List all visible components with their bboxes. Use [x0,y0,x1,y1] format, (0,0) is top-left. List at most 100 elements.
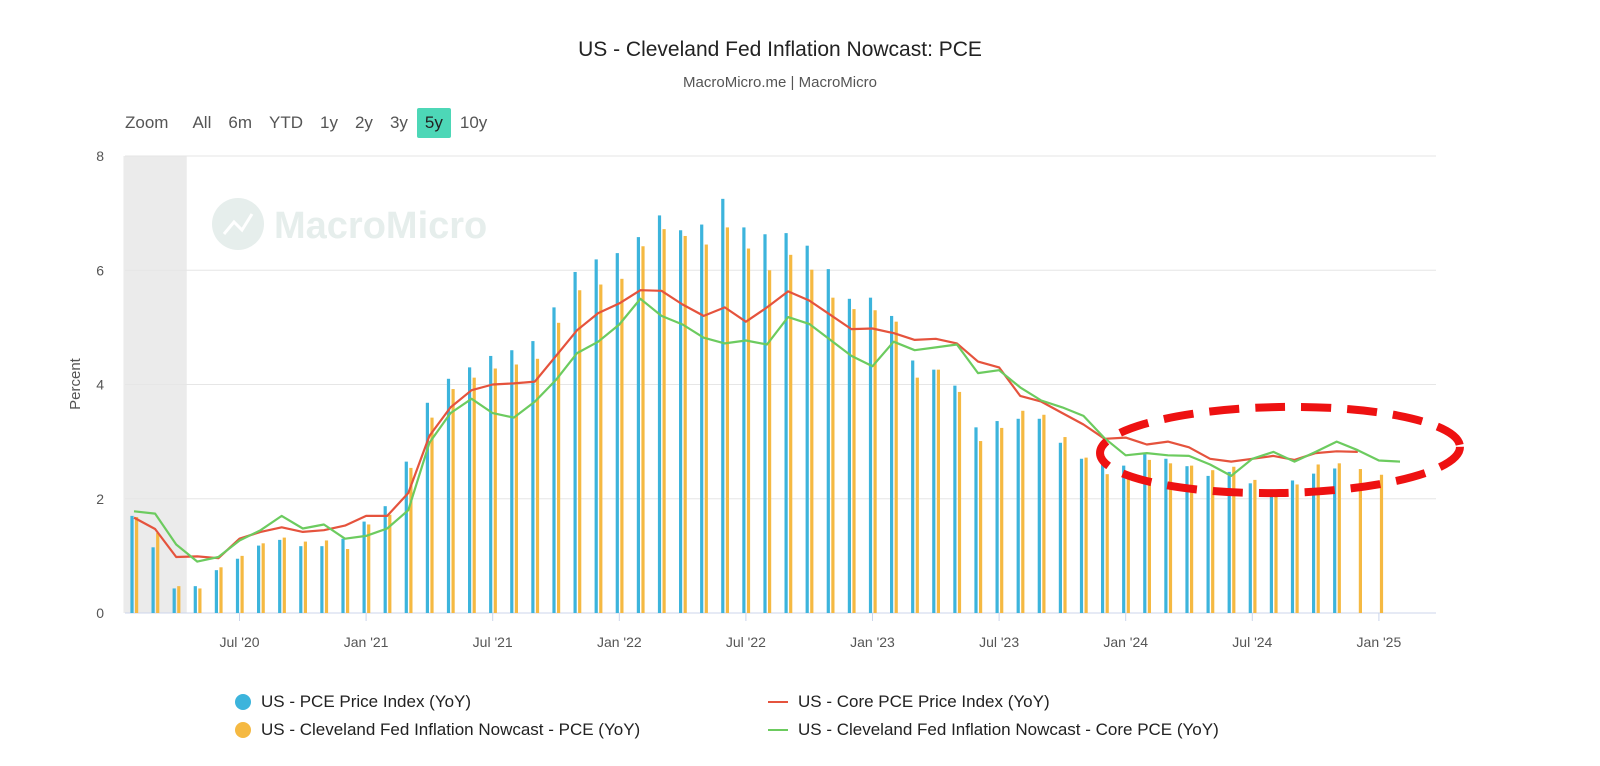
bar [383,506,387,613]
bar [995,421,999,613]
legend-item-pce[interactable]: US - PCE Price Index (YoY) [235,688,640,716]
bar [1042,414,1046,613]
bar [531,341,535,613]
zoom-1y-button[interactable]: 1y [320,113,338,132]
bar [303,541,307,613]
bar [1147,459,1151,613]
y-axis-label: Percent [67,357,84,410]
bar [446,378,451,613]
bar [510,350,514,613]
bar [805,245,809,613]
bar [1232,466,1236,613]
bar [130,515,134,613]
bar [320,546,324,613]
bar [852,309,856,613]
bar [425,402,429,613]
legend-left: US - PCE Price Index (YoY) US - Clevelan… [235,688,640,744]
legend-item-core-pce[interactable]: US - Core PCE Price Index (YoY) [768,688,1219,716]
watermark-logo: MacroMicro [212,198,487,250]
zoom-10y-button[interactable]: 10y [459,113,488,132]
bar [346,549,350,613]
bar [514,364,518,613]
bar [725,227,729,613]
bar [535,358,540,613]
x-tick-label: Jan '22 [597,634,642,650]
bar [578,290,582,613]
zoom-all-button[interactable]: All [192,113,212,132]
bar [1206,475,1210,613]
y-tick-label: 8 [96,148,104,164]
bar [1126,473,1130,613]
zoom-5y-button[interactable]: 5y [416,108,451,138]
x-tick-label: Jul '23 [979,634,1019,650]
x-tick-label: Jul '22 [726,634,766,650]
y-tick-label: 4 [96,377,104,393]
legend-item-nowcast-core-pce[interactable]: US - Cleveland Fed Inflation Nowcast - C… [768,716,1219,744]
legend-label-nowcast-core-pce: US - Cleveland Fed Inflation Nowcast - C… [798,720,1219,739]
bar [177,586,181,613]
bar [1168,463,1173,613]
bar [1253,479,1257,613]
bar [868,297,873,613]
bar [151,547,155,613]
bar [911,360,915,613]
bar [489,355,493,613]
bar [324,540,329,613]
bar [430,417,434,613]
bar [468,367,472,613]
bar [257,545,261,613]
bar [1058,442,1062,613]
bar [679,230,683,613]
bar [1079,458,1084,613]
zoom-2y-button[interactable]: 2y [354,113,373,132]
bar [1316,464,1320,613]
bar [957,391,962,613]
bar [789,254,793,614]
bar [1105,474,1109,613]
bar [641,246,645,613]
bars-pce [130,198,1337,614]
bar [278,539,282,613]
bar [1016,418,1020,613]
bar [235,558,240,613]
legend-item-nowcast-pce[interactable]: US - Cleveland Fed Inflation Nowcast - P… [235,716,640,744]
bar [657,215,662,613]
bars-nowcast-pce [135,227,1384,614]
bar [662,229,666,613]
bar [493,368,497,613]
legend-label-nowcast-pce: US - Cleveland Fed Inflation Nowcast - P… [261,720,641,739]
zoom-3y-button[interactable]: 3y [389,113,408,132]
bar [1295,484,1299,613]
bar [135,517,139,613]
bar [219,567,223,613]
bar [847,298,851,613]
x-tick-label: Jul '21 [473,634,513,650]
bar [936,369,940,613]
legend-marker-nowcast-core-pce [768,729,788,731]
legend-label-core-pce: US - Core PCE Price Index (YoY) [798,692,1050,711]
bar [1337,463,1341,613]
bar [1000,427,1004,613]
bar [894,321,898,613]
bar [932,369,936,613]
highlight-ellipse [1096,402,1464,498]
bar [768,270,772,613]
zoom-label: Zoom [125,113,169,132]
bar [1269,491,1273,613]
x-tick-label: Jan '24 [1103,634,1148,650]
bar [746,248,751,614]
zoom-ytd-button[interactable]: YTD [269,113,303,132]
bar [831,297,835,613]
bar [810,269,814,613]
bar [1290,480,1295,613]
bar [620,278,624,613]
watermark-logo-mark [222,213,254,235]
bar [1021,410,1025,613]
bar [636,237,640,613]
bar [1358,469,1362,613]
chart-title: US - Cleveland Fed Inflation Nowcast: PC… [578,38,982,61]
zoom-6m-button[interactable]: 6m [228,113,252,132]
bar [826,269,830,613]
bar [367,524,371,613]
legend-label-pce: US - PCE Price Index (YoY) [261,692,472,711]
